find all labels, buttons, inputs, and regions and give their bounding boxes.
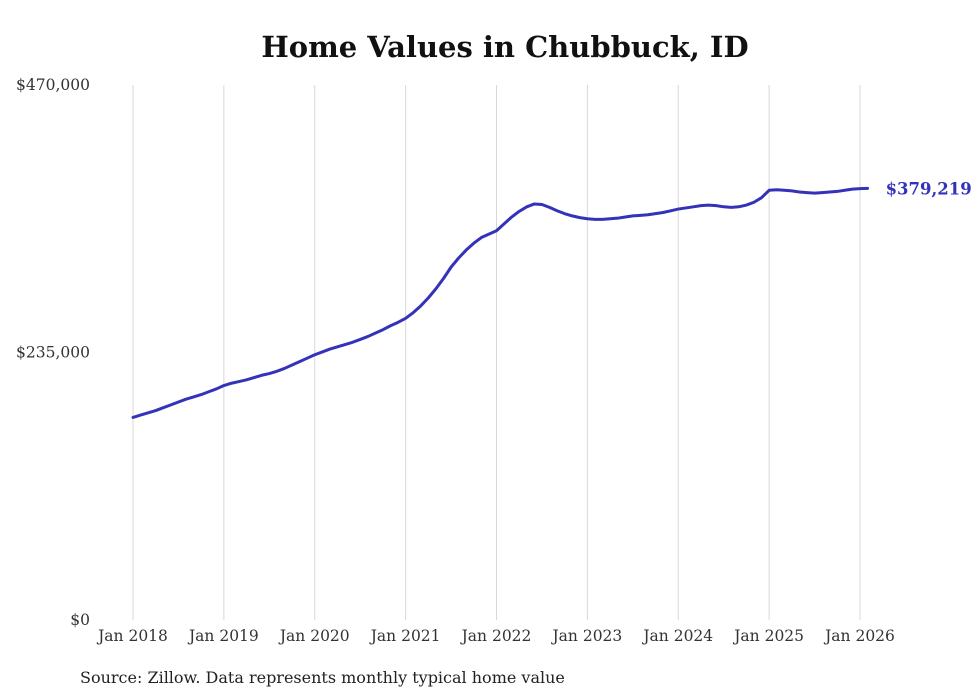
- x-axis-labels: Jan 2018 Jan 2019 Jan 2020 Jan 2021 Jan 2022…: [96, 627, 895, 645]
- x-tick-label: Jan 2023: [550, 627, 622, 645]
- source-note: Source: Zillow. Data represents monthly …: [80, 668, 565, 687]
- x-tick-label: Jan 2021: [369, 627, 441, 645]
- chart-title: Home Values in Chubbuck, ID: [261, 30, 748, 64]
- x-tick-label: Jan 2026: [823, 627, 895, 645]
- home-value-line: [131, 186, 870, 419]
- x-tick-label: Jan 2018: [96, 627, 168, 645]
- gridlines: [132, 85, 861, 620]
- end-value-label: $379,219: [886, 179, 972, 198]
- x-tick-label: Jan 2025: [732, 627, 804, 645]
- x-tick-label: Jan 2022: [460, 627, 532, 645]
- x-tick-label: Jan 2024: [641, 627, 713, 645]
- x-tick-label: Jan 2019: [187, 627, 259, 645]
- y-axis-labels: $470,000 $235,000 $0: [16, 76, 90, 629]
- y-tick-label: $235,000: [16, 344, 90, 362]
- y-tick-label: $0: [70, 611, 90, 629]
- y-tick-label: $470,000: [16, 76, 90, 94]
- x-tick-label: Jan 2020: [278, 627, 350, 645]
